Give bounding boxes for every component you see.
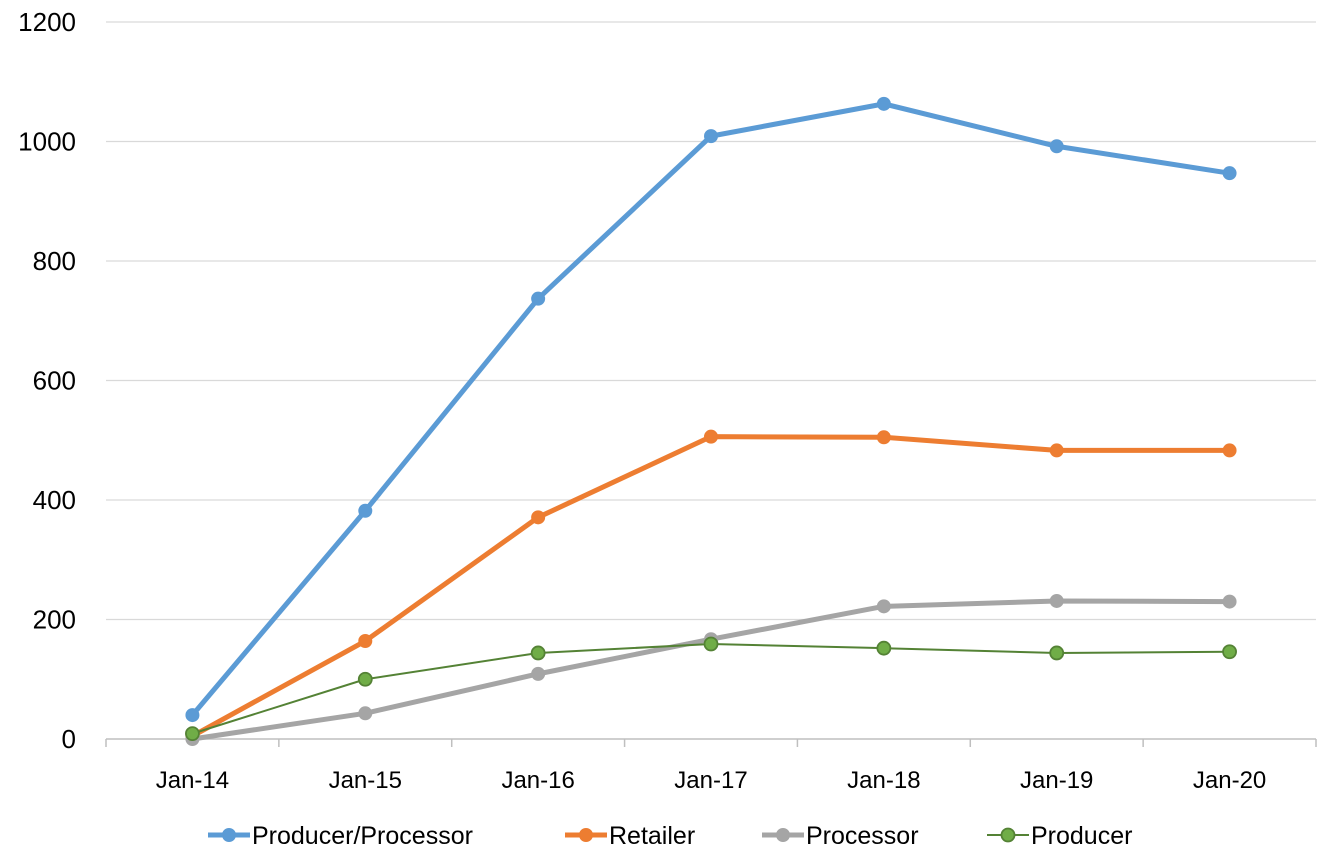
legend-label: Processor: [806, 822, 919, 850]
data-point: [1222, 644, 1237, 660]
x-tick-label: Jan-15: [329, 767, 402, 794]
data-point: [1049, 593, 1064, 608]
series-line: [191, 642, 1231, 735]
legend-label: Producer/Processor: [252, 822, 473, 850]
legend-swatch-marker: [1000, 827, 1016, 843]
legend-item: Retailer: [565, 822, 695, 850]
y-tick-label: 1000: [18, 127, 76, 157]
data-point: [185, 726, 200, 742]
data-point: [876, 430, 891, 445]
data-point: [876, 640, 892, 656]
x-tick-label: Jan-17: [674, 767, 747, 794]
series-0: [185, 96, 1237, 723]
data-point: [703, 636, 719, 652]
legend-swatch-marker: [579, 828, 593, 842]
y-tick-label: 0: [62, 724, 76, 754]
legend-item: Processor: [762, 822, 919, 850]
x-tick-label: Jan-19: [1020, 767, 1093, 794]
legend-swatch-marker: [776, 828, 790, 842]
data-point: [876, 599, 891, 614]
data-point: [704, 429, 718, 444]
data-point: [531, 666, 546, 681]
data-point: [1222, 166, 1237, 181]
series-3: [185, 636, 1237, 742]
data-point: [1049, 139, 1064, 154]
legend-item: Producer/Processor: [208, 822, 473, 850]
series-2: [185, 593, 1237, 746]
data-point: [876, 96, 891, 111]
data-point: [358, 634, 373, 649]
gridlines: [106, 21, 1316, 621]
data-point: [704, 129, 718, 144]
data-point: [358, 706, 373, 721]
series-line: [189, 101, 1233, 718]
data-point: [358, 503, 373, 518]
y-tick-label: 1200: [18, 7, 76, 37]
legend-swatch-marker: [222, 828, 236, 842]
legend-label: Producer: [1031, 822, 1132, 850]
legend-label: Retailer: [609, 822, 695, 850]
x-axis-tick-labels: Jan-14 Jan-15 Jan-16 Jan-17 Jan-18 Jan-19 Jan-…: [156, 767, 1267, 794]
data-point: [530, 645, 546, 661]
series-1: [185, 429, 1237, 744]
data-point: [531, 291, 546, 306]
series-lines: [185, 96, 1237, 746]
data-point: [1049, 645, 1065, 661]
legend: Producer/Processor Retailer Processor Produ…: [208, 822, 1132, 850]
data-point: [1222, 443, 1237, 458]
data-point: [1222, 594, 1237, 609]
y-tick-label: 800: [33, 246, 76, 276]
x-tick-label: Jan-16: [501, 767, 574, 794]
y-tick-label: 200: [33, 605, 76, 635]
x-axis: [105, 738, 1317, 747]
y-tick-label: 400: [33, 485, 76, 515]
legend-item: Producer: [987, 822, 1132, 850]
data-point: [185, 708, 200, 723]
data-point: [1049, 443, 1064, 458]
x-tick-label: Jan-20: [1193, 767, 1266, 794]
series-line: [189, 434, 1233, 739]
data-point: [531, 510, 546, 525]
series-line: [189, 598, 1233, 742]
x-tick-label: Jan-18: [847, 767, 920, 794]
data-point: [357, 671, 373, 687]
y-axis-tick-labels: 0 200 400 600 800 1000 1200: [18, 7, 76, 754]
x-tick-label: Jan-14: [156, 767, 229, 794]
y-tick-label: 600: [33, 366, 76, 396]
